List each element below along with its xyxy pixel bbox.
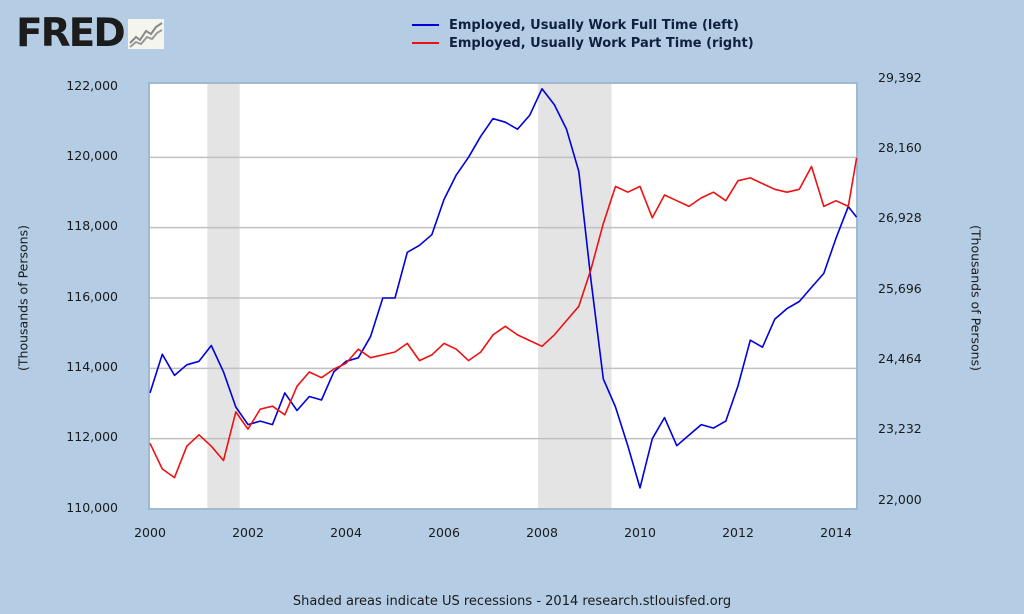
x-axis-tick: 2000 — [134, 525, 166, 540]
chart-legend: Employed, Usually Work Full Time (left) … — [412, 16, 754, 52]
fred-logo: FRED — [16, 14, 164, 54]
full-time-series-line — [149, 88, 858, 489]
legend-swatch-blue — [412, 24, 439, 26]
right-axis-tick: 24,464 — [878, 351, 922, 366]
recession-shading — [538, 84, 612, 508]
logo-text: FRED — [16, 11, 126, 56]
left-axis-title: (Thousands of Persons) — [15, 225, 31, 371]
part-time-series-line — [149, 157, 858, 479]
right-axis-tick: 23,232 — [878, 421, 922, 436]
left-axis-tick: 118,000 — [66, 218, 118, 233]
left-axis-tick: 112,000 — [66, 429, 118, 444]
x-axis-tick: 2004 — [330, 525, 362, 540]
right-axis-tick: 28,160 — [878, 140, 922, 155]
x-axis-tick: 2002 — [232, 525, 264, 540]
right-axis-tick: 29,392 — [878, 70, 922, 85]
legend-label: Employed, Usually Work Full Time (left) — [449, 17, 739, 33]
recession-shading — [207, 84, 240, 508]
left-axis-tick: 114,000 — [66, 359, 118, 374]
legend-item-part-time: Employed, Usually Work Part Time (right) — [412, 34, 754, 52]
x-axis-tick: 2006 — [428, 525, 460, 540]
right-axis-tick: 26,928 — [878, 210, 922, 225]
left-axis-tick: 116,000 — [66, 289, 118, 304]
legend-item-full-time: Employed, Usually Work Full Time (left) — [412, 16, 754, 34]
left-axis-tick: 120,000 — [66, 148, 118, 163]
right-axis-tick: 25,696 — [878, 281, 922, 296]
right-axis-title: (Thousands of Persons) — [968, 225, 984, 371]
legend-swatch-red — [412, 42, 439, 44]
x-axis-tick: 2008 — [526, 525, 558, 540]
left-axis-tick: 122,000 — [66, 78, 118, 93]
x-axis-tick: 2012 — [722, 525, 754, 540]
right-axis-tick: 22,000 — [878, 492, 922, 507]
left-axis-tick: 110,000 — [66, 500, 118, 515]
recession-note-footer: Shaded areas indicate US recessions - 20… — [292, 594, 732, 609]
x-axis-tick: 2014 — [820, 525, 852, 540]
plot-background — [150, 84, 856, 508]
fred-graph-icon — [127, 19, 164, 49]
legend-label: Employed, Usually Work Part Time (right) — [449, 35, 754, 51]
x-axis-tick: 2010 — [624, 525, 656, 540]
